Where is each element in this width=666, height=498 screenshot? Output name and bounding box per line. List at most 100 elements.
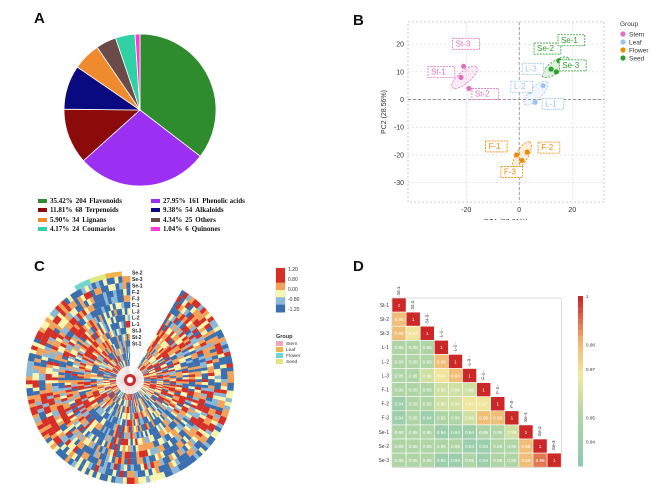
circular-heatmap-cell — [69, 309, 77, 317]
circular-heatmap-cell — [61, 355, 69, 361]
circular-heatmap-cell — [101, 403, 108, 409]
circular-heatmap-cell — [66, 362, 74, 367]
circular-heatmap-cell — [144, 469, 150, 477]
corr-value: 0.95 — [423, 444, 432, 449]
circular-heatmap-cell — [78, 328, 85, 335]
circular-heatmap-cell — [220, 389, 228, 395]
circular-heatmap-cell — [198, 414, 207, 421]
circular-heatmap-cell — [211, 335, 219, 343]
circular-heatmap-cell — [98, 416, 104, 424]
circular-heatmap-cell — [168, 403, 176, 409]
circular-heatmap-cell — [108, 422, 114, 429]
circular-heatmap-cell — [146, 391, 153, 397]
circular-heatmap-cell — [143, 383, 150, 387]
circular-heatmap-cell — [136, 457, 141, 465]
circular-heatmap-cell — [172, 317, 180, 325]
circular-heatmap-cell — [119, 347, 123, 355]
corr-colorbar-segment — [578, 426, 583, 433]
circular-heatmap-cell — [44, 329, 52, 337]
circular-heatmap-cell — [175, 386, 183, 390]
circular-heatmap-cell — [197, 416, 205, 423]
circular-heatmap-cell — [123, 393, 126, 400]
circular-heatmap-cell — [42, 333, 51, 340]
circular-heatmap-cell — [182, 417, 190, 424]
circular-heatmap-cell — [34, 333, 43, 341]
circular-heatmap-cell — [174, 388, 182, 392]
circular-heatmap-cell — [64, 377, 72, 381]
circular-heatmap-cell — [159, 360, 166, 366]
circular-heatmap-cell — [185, 397, 193, 402]
circular-heatmap-cell — [97, 369, 105, 373]
circular-heatmap-cell — [148, 367, 155, 372]
circular-heatmap-cell — [214, 409, 223, 416]
circular-heatmap-cell — [186, 392, 194, 397]
circular-heatmap-cell — [116, 390, 122, 396]
circular-heatmap-cell — [39, 339, 47, 347]
circular-heatmap-cell — [158, 395, 166, 401]
circular-heatmap-cell — [148, 386, 156, 390]
circular-heatmap-cell — [72, 408, 80, 414]
circular-heatmap-cell — [67, 397, 75, 403]
circular-heatmap-cell — [167, 423, 174, 431]
corr-value: 0.95 — [395, 387, 404, 392]
circular-heatmap-cell — [77, 338, 85, 345]
circular-heatmap-cell — [89, 356, 96, 362]
circular-heatmap-cell — [57, 406, 65, 413]
circular-heatmap-cell — [190, 445, 199, 453]
circular-heatmap-cell — [156, 345, 162, 352]
circular-heatmap-cell — [146, 364, 153, 369]
circular-heatmap-cell — [156, 381, 164, 384]
circular-heatmap-cell — [152, 394, 159, 400]
circular-colorbar-tick: -1.20 — [288, 307, 300, 313]
corr-diag-label: Se-1 — [523, 412, 528, 422]
circular-heatmap-cell — [109, 337, 114, 345]
circular-heatmap-cell — [182, 427, 189, 435]
pca-label-box — [500, 166, 523, 178]
circular-row-label: L-1 — [132, 322, 140, 328]
circular-heatmap-cell — [128, 413, 131, 420]
circular-heatmap-cell — [113, 403, 118, 410]
circular-heatmap-cell — [191, 435, 199, 443]
circular-heatmap-cell — [76, 295, 84, 304]
circular-heatmap-cell — [65, 332, 73, 339]
circular-heatmap-cell — [157, 346, 163, 353]
circular-heatmap-cell — [78, 310, 86, 318]
circular-heatmap-cell — [57, 450, 66, 459]
circular-heatmap-cell — [87, 406, 94, 413]
circular-heatmap-cell — [182, 435, 190, 443]
circular-heatmap-cell — [161, 341, 168, 348]
circular-heatmap-cell — [99, 401, 106, 407]
circular-heatmap-cell — [111, 385, 118, 389]
circular-heatmap-cell — [106, 414, 112, 421]
pca-label-box — [510, 80, 533, 93]
circular-heatmap-cell — [180, 407, 188, 414]
circular-heatmap-cell — [103, 383, 110, 386]
circular-heatmap-cell — [130, 406, 132, 414]
circular-heatmap-cell — [53, 327, 61, 335]
circular-heatmap-cell — [58, 422, 67, 430]
circular-heatmap-cell — [104, 332, 110, 340]
circular-heatmap-cell — [197, 314, 205, 322]
circular-heatmap-cell — [136, 431, 140, 439]
circular-heatmap-cell — [94, 405, 101, 411]
circular-heatmap-cell — [192, 452, 200, 460]
circular-heatmap-cell — [167, 431, 175, 439]
circular-heatmap-cell — [165, 346, 172, 352]
circular-heatmap-cell — [82, 420, 90, 428]
circular-heatmap-cell — [126, 276, 131, 283]
circular-heatmap-cell — [90, 343, 97, 350]
circular-heatmap-cell — [189, 306, 198, 314]
circular-heatmap-cell — [156, 377, 164, 379]
circular-heatmap-cell — [122, 314, 126, 322]
circular-heatmap-cell — [101, 299, 107, 307]
circular-heatmap-cell — [63, 350, 71, 356]
pie-legend-percent: 27.95% — [163, 196, 186, 205]
corr-colorbar-segment — [578, 415, 583, 422]
circular-heatmap-cell — [149, 383, 157, 386]
circular-heatmap-cell — [117, 355, 121, 363]
circular-heatmap-cell — [109, 401, 115, 408]
circular-heatmap-cell — [66, 421, 74, 428]
circular-heatmap-cell — [186, 395, 194, 400]
panel-c-label: C — [34, 258, 45, 275]
circular-heatmap-cell — [78, 442, 86, 450]
